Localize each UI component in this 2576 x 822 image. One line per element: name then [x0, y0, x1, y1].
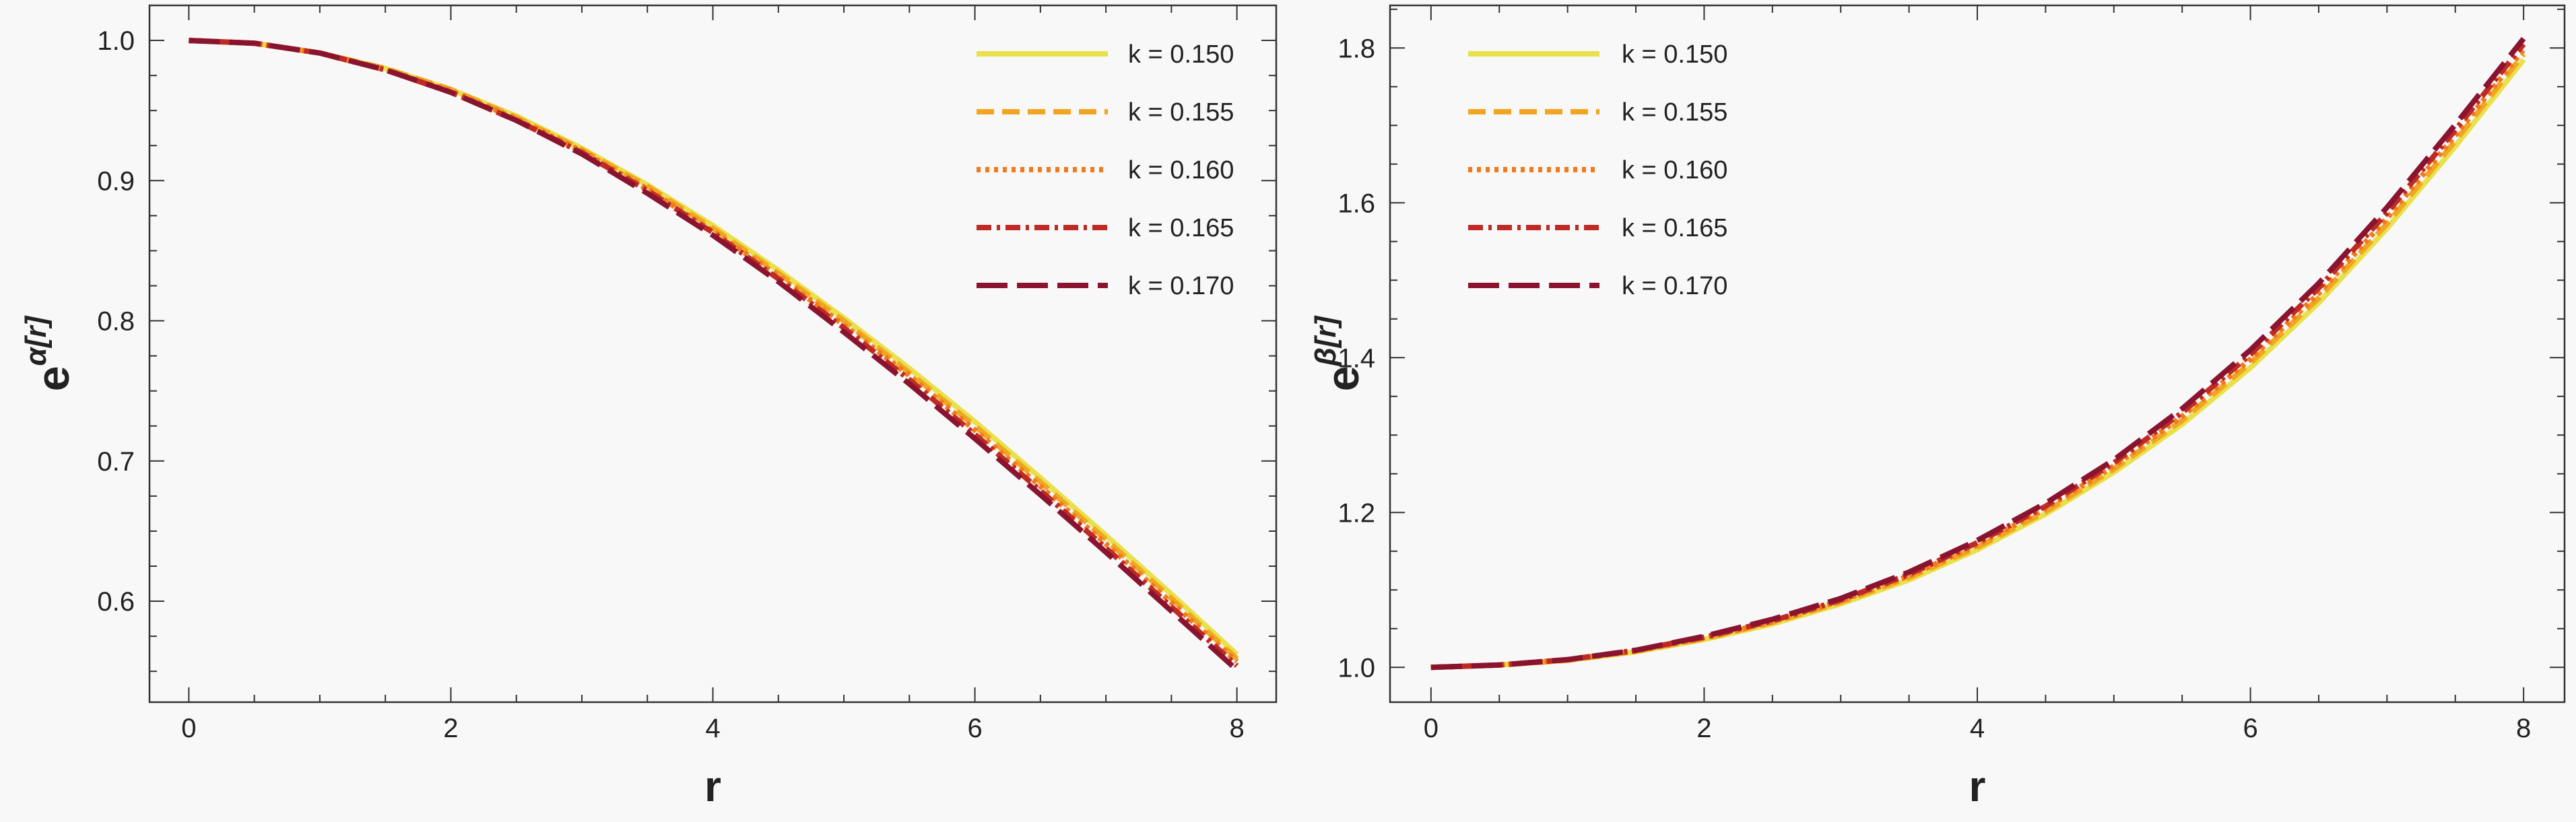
y-axis-label: eβ[r]: [1309, 315, 1368, 391]
x-tick-label: 4: [705, 714, 720, 743]
y-tick-label: 1.2: [1337, 498, 1375, 528]
legend: k = 0.150 k = 0.155 k = 0.160 k = 0.165 k = …: [977, 40, 1234, 300]
x-tick-label: 8: [2516, 714, 2531, 743]
series-lines: [189, 38, 1239, 673]
legend-label-2: k = 0.155: [1622, 98, 1727, 127]
plot-frame: [1389, 4, 2566, 704]
legend-label-1: k = 0.150: [1128, 40, 1234, 69]
series-line-3: [1430, 48, 2526, 671]
x-tick-label: 4: [1970, 714, 1985, 743]
legend: k = 0.150 k = 0.155 k = 0.160 k = 0.165 k = …: [1468, 40, 1727, 300]
legend-label-4: k = 0.165: [1622, 214, 1727, 242]
x-tick-label: 6: [2243, 714, 2257, 743]
series-line-5: [189, 38, 1239, 673]
y-axis-label: eα[r]: [20, 315, 79, 391]
x-tick-label: 0: [181, 714, 196, 743]
series-line-1: [1430, 58, 2526, 671]
y-tick-label: 0.9: [97, 166, 135, 196]
y-tick-label: 0.8: [97, 307, 135, 337]
y-tick-label: 1.6: [1337, 189, 1375, 218]
x-tick-label: 0: [1424, 714, 1439, 743]
x-tick-label: 2: [443, 714, 458, 743]
y-tick-label: 1.0: [97, 26, 135, 56]
legend-label-1: k = 0.150: [1622, 40, 1727, 69]
x-tick-label: 8: [1230, 714, 1245, 743]
y-tick-label: 1.4: [1337, 343, 1375, 373]
series-lines: [1430, 36, 2526, 671]
x-axis-label: r: [704, 762, 721, 811]
series-line-3: [189, 38, 1239, 664]
legend-label-3: k = 0.160: [1128, 156, 1234, 184]
series-line-4: [189, 38, 1239, 668]
x-tick-label: 6: [967, 714, 982, 743]
legend-label-2: k = 0.155: [1128, 98, 1234, 127]
y-tick-label: 0.7: [97, 447, 135, 477]
series-line-2: [189, 38, 1239, 661]
legend-label-5: k = 0.170: [1128, 272, 1234, 300]
series-line-4: [1430, 42, 2526, 671]
y-tick-label: 1.0: [1337, 653, 1375, 683]
y-tick-label: 0.6: [97, 587, 135, 617]
series-line-2: [1430, 52, 2526, 671]
x-axis-label: r: [1969, 762, 1986, 811]
legend-label-3: k = 0.160: [1622, 156, 1727, 184]
series-line-1: [189, 38, 1239, 657]
y-tick-label: 1.8: [1337, 34, 1375, 63]
series-line-5: [1430, 36, 2526, 671]
legend-label-4: k = 0.165: [1128, 214, 1234, 242]
x-tick-label: 2: [1696, 714, 1711, 743]
legend-label-5: k = 0.170: [1622, 272, 1727, 300]
